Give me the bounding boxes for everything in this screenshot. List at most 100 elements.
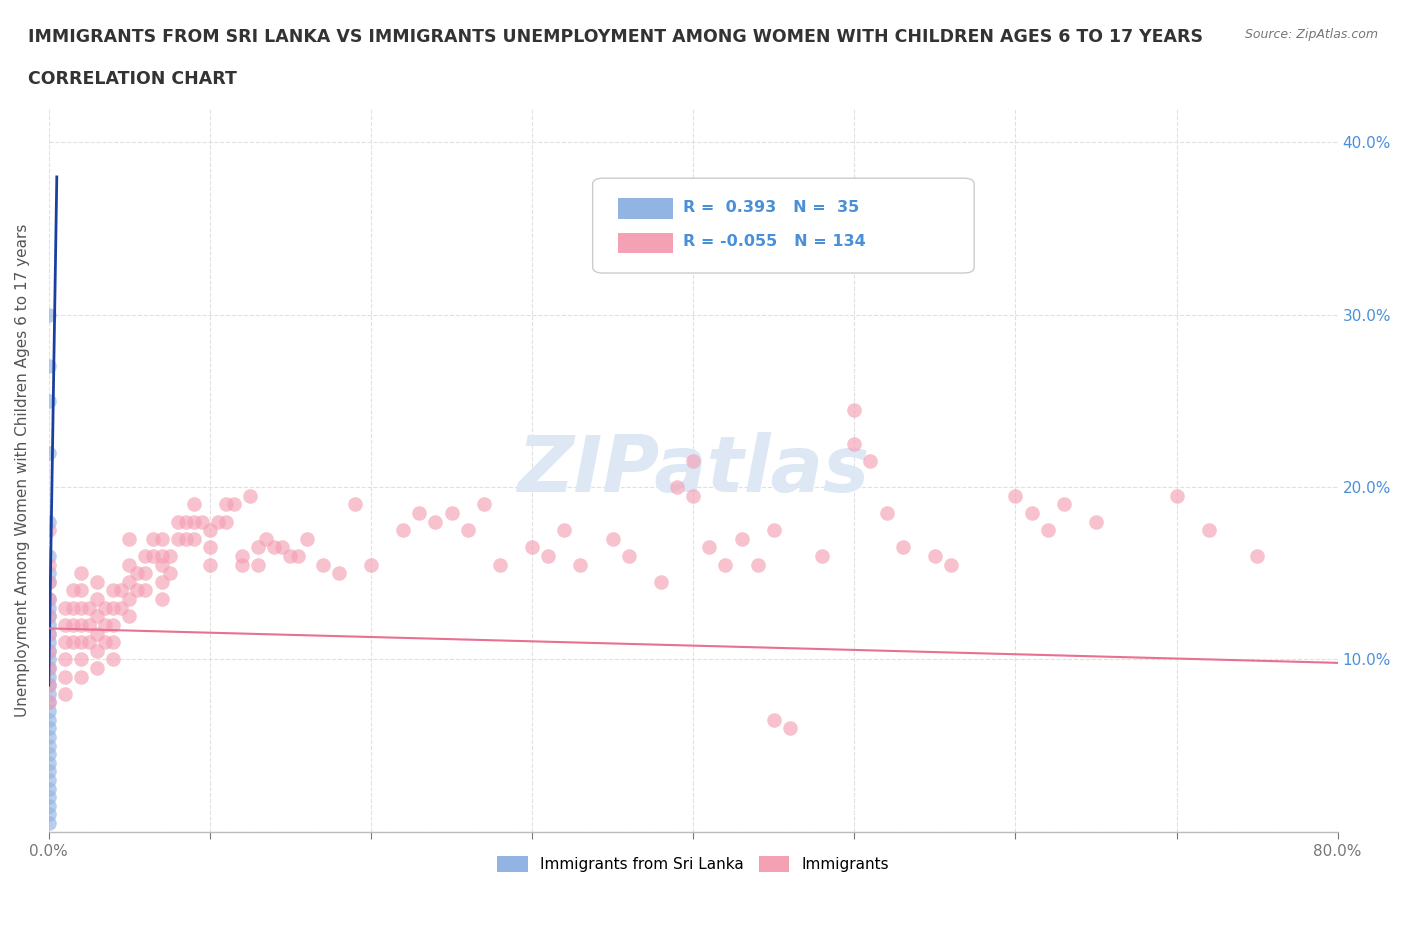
Point xyxy=(86,644,108,658)
Point xyxy=(38,660,60,675)
Point xyxy=(844,436,866,451)
Point xyxy=(215,514,238,529)
Point xyxy=(110,583,132,598)
Point xyxy=(779,721,801,736)
Point xyxy=(38,445,60,460)
Point xyxy=(247,557,270,572)
Point xyxy=(53,618,76,632)
Point xyxy=(103,652,125,667)
Point xyxy=(70,652,93,667)
Point xyxy=(38,307,60,322)
Point xyxy=(263,540,285,555)
Point xyxy=(38,635,60,650)
Point xyxy=(150,549,173,564)
Point xyxy=(287,549,309,564)
Point xyxy=(360,557,382,572)
Point xyxy=(86,626,108,641)
Point xyxy=(762,712,785,727)
Point xyxy=(142,531,165,546)
Point xyxy=(166,514,188,529)
Point xyxy=(38,816,60,830)
Point xyxy=(70,618,93,632)
Point xyxy=(86,575,108,590)
Point xyxy=(844,402,866,417)
Point xyxy=(103,583,125,598)
Point xyxy=(150,531,173,546)
Point xyxy=(38,523,60,538)
Text: R = -0.055   N = 134: R = -0.055 N = 134 xyxy=(683,234,866,249)
Point xyxy=(118,609,141,624)
FancyBboxPatch shape xyxy=(619,233,672,254)
Point xyxy=(239,488,262,503)
Point xyxy=(86,609,108,624)
Point xyxy=(38,609,60,624)
Point xyxy=(183,497,205,512)
Point xyxy=(38,626,60,641)
Point xyxy=(62,635,84,650)
Point xyxy=(38,738,60,753)
Point xyxy=(53,635,76,650)
Point xyxy=(682,454,704,469)
Point xyxy=(457,523,479,538)
Point xyxy=(38,686,60,701)
Point xyxy=(174,514,197,529)
Point xyxy=(38,626,60,641)
Point xyxy=(62,583,84,598)
Point xyxy=(650,575,672,590)
Point xyxy=(38,670,60,684)
Point xyxy=(38,764,60,778)
Y-axis label: Unemployment Among Women with Children Ages 6 to 17 years: Unemployment Among Women with Children A… xyxy=(15,223,30,716)
Point xyxy=(280,549,302,564)
Point xyxy=(38,660,60,675)
Point xyxy=(86,591,108,606)
Point xyxy=(859,454,882,469)
Point xyxy=(682,488,704,503)
Point xyxy=(134,583,156,598)
Point xyxy=(311,557,333,572)
Point xyxy=(408,506,430,521)
Point xyxy=(103,600,125,615)
Point xyxy=(150,591,173,606)
Text: IMMIGRANTS FROM SRI LANKA VS IMMIGRANTS UNEMPLOYMENT AMONG WOMEN WITH CHILDREN A: IMMIGRANTS FROM SRI LANKA VS IMMIGRANTS … xyxy=(28,28,1204,46)
Point xyxy=(271,540,294,555)
Point xyxy=(77,635,100,650)
Point xyxy=(53,652,76,667)
Text: CORRELATION CHART: CORRELATION CHART xyxy=(28,70,238,87)
Point xyxy=(118,557,141,572)
Point xyxy=(38,729,60,744)
Point xyxy=(70,600,93,615)
Point xyxy=(127,583,149,598)
Point xyxy=(1166,488,1188,503)
Point xyxy=(38,618,60,632)
Point xyxy=(811,549,834,564)
Point xyxy=(38,755,60,770)
Point xyxy=(569,557,592,572)
Point xyxy=(134,565,156,580)
Point xyxy=(215,497,238,512)
Point xyxy=(38,591,60,606)
Point xyxy=(70,635,93,650)
Point xyxy=(650,204,672,219)
Point xyxy=(392,523,415,538)
Text: ZIPatlas: ZIPatlas xyxy=(517,432,869,508)
Point xyxy=(762,523,785,538)
Point xyxy=(166,531,188,546)
Point xyxy=(118,575,141,590)
Point xyxy=(134,549,156,564)
Point xyxy=(38,575,60,590)
Point xyxy=(159,565,181,580)
Point xyxy=(38,644,60,658)
Point xyxy=(53,670,76,684)
Point xyxy=(198,523,221,538)
Point xyxy=(198,557,221,572)
Point xyxy=(38,644,60,658)
Point xyxy=(38,704,60,719)
Point xyxy=(38,799,60,814)
Point xyxy=(38,695,60,710)
Point xyxy=(86,660,108,675)
Point xyxy=(183,514,205,529)
Point xyxy=(174,531,197,546)
Point xyxy=(747,557,769,572)
FancyBboxPatch shape xyxy=(619,198,672,219)
Point xyxy=(53,600,76,615)
